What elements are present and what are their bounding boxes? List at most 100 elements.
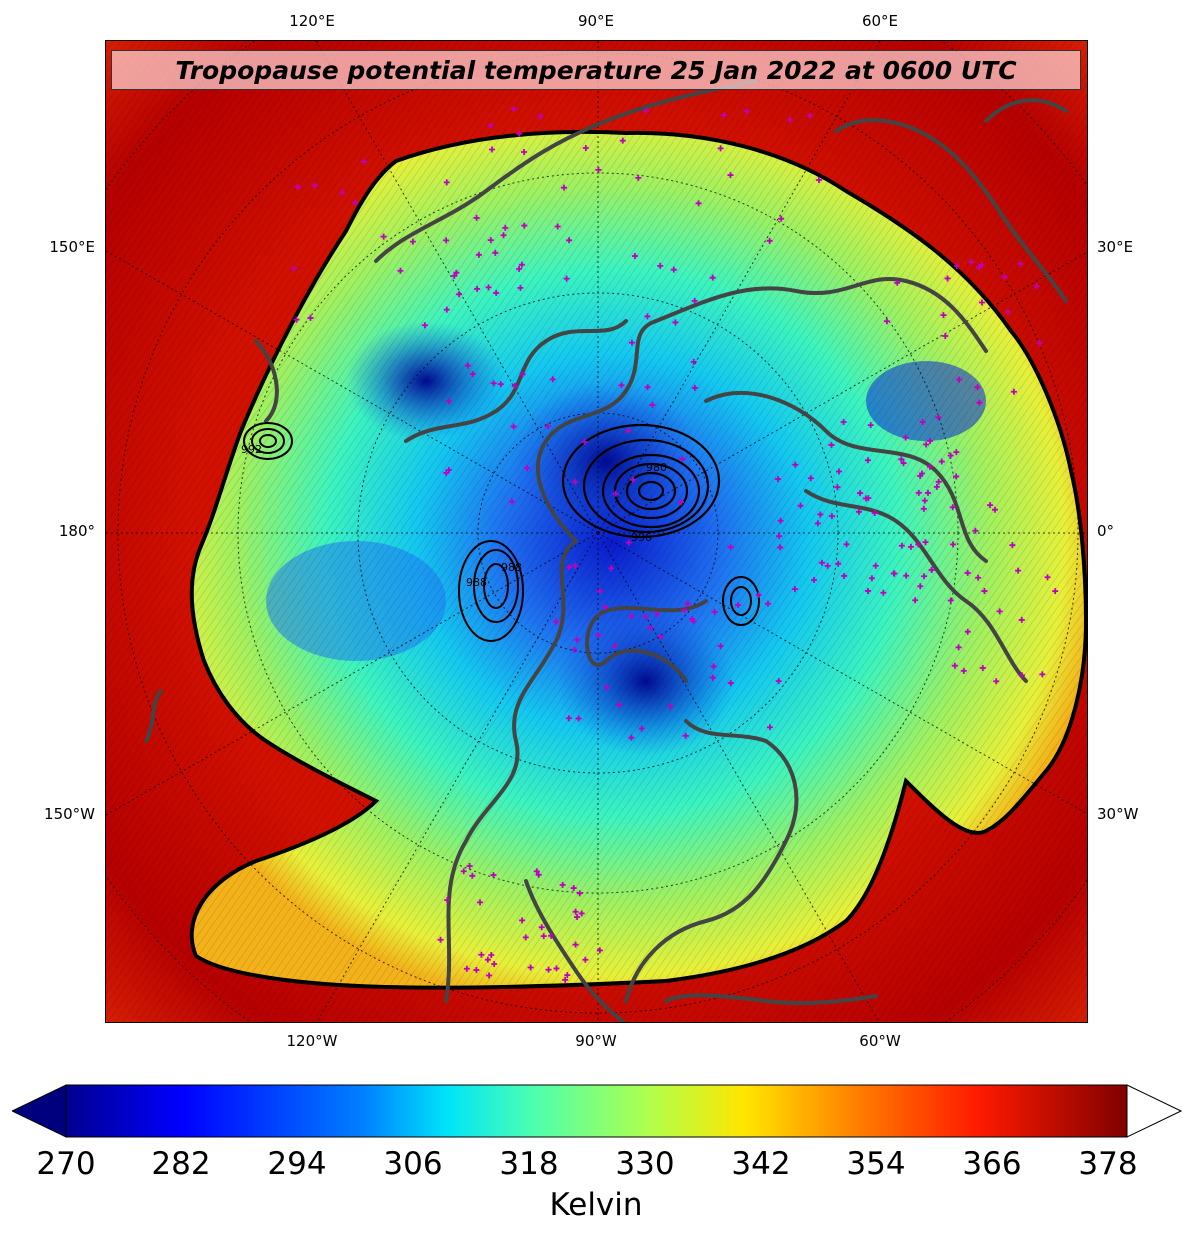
station-marker (553, 965, 560, 972)
station-marker (670, 266, 677, 273)
colorbar-tick-label: 378 (1078, 1146, 1138, 1182)
contour-label: 988 (466, 576, 487, 589)
station-marker (487, 237, 494, 244)
station-marker (922, 539, 929, 546)
station-marker (619, 137, 626, 144)
station-marker (709, 274, 716, 281)
station-marker (953, 263, 960, 270)
station-marker (511, 382, 518, 389)
station-marker (817, 511, 824, 518)
station-marker (519, 371, 526, 378)
station-marker (654, 611, 661, 618)
station-marker (535, 871, 542, 878)
station-marker (451, 272, 458, 279)
station-marker (898, 542, 905, 549)
station-marker (475, 251, 482, 258)
colorbar-extend-low (10, 1084, 67, 1138)
station-marker (824, 562, 831, 569)
station-marker (533, 868, 540, 875)
station-marker (907, 543, 914, 550)
station-marker (548, 932, 555, 939)
station-marker (900, 460, 907, 467)
tick-left-150e: 150°E (49, 238, 95, 256)
station-marker (1010, 388, 1017, 395)
station-marker (867, 422, 874, 429)
tick-left-180: 180° (58, 522, 95, 540)
station-marker (643, 107, 650, 114)
station-marker (570, 885, 577, 892)
station-marker (743, 108, 750, 115)
station-marker (953, 473, 960, 480)
station-marker (950, 541, 957, 548)
cyclone-contours-4 (722, 576, 760, 626)
station-marker (774, 476, 781, 483)
station-marker (806, 112, 813, 119)
station-marker (628, 734, 635, 741)
station-marker (807, 475, 814, 482)
station-marker (421, 322, 428, 329)
station-marker (644, 313, 651, 320)
station-marker (572, 562, 579, 569)
colorbar-tick-label: 270 (36, 1146, 96, 1182)
station-marker (1017, 260, 1024, 267)
station-marker (566, 564, 573, 571)
station-marker (872, 562, 879, 569)
station-marker (509, 498, 516, 505)
map-canvas: 992 996 980 988 988 (106, 41, 1087, 1022)
station-marker (777, 544, 784, 551)
station-marker (818, 559, 825, 566)
station-marker (883, 318, 890, 325)
station-marker (1033, 283, 1040, 290)
station-marker (717, 145, 724, 152)
station-marker (582, 956, 589, 963)
station-marker (488, 951, 495, 958)
station-marker (727, 544, 734, 551)
station-marker (311, 182, 318, 189)
station-marker (559, 881, 566, 888)
station-marker (940, 312, 947, 319)
station-marker (766, 724, 773, 731)
station-marker (720, 112, 727, 119)
station-marker (925, 489, 932, 496)
station-marker (935, 478, 942, 485)
station-marker (307, 314, 314, 321)
station-marker (576, 890, 583, 897)
station-marker (978, 262, 985, 269)
colorbar-extend-high (1126, 1084, 1183, 1138)
station-marker (682, 732, 689, 739)
station-marker (463, 965, 470, 972)
station-marker (630, 476, 637, 483)
colorbar-tick-label: 294 (267, 1146, 327, 1182)
station-marker (921, 573, 928, 580)
station-marker (521, 222, 528, 229)
station-marker (710, 663, 717, 670)
station-marker (574, 636, 581, 643)
coastlines (144, 79, 1068, 1022)
tick-top-60e: 60°E (861, 12, 899, 30)
station-marker (484, 956, 491, 963)
station-marker (919, 418, 926, 425)
station-marker (473, 214, 480, 221)
station-marker (1009, 542, 1016, 549)
station-marker (920, 505, 927, 512)
station-marker (993, 678, 1000, 685)
station-marker (942, 333, 949, 340)
station-marker (810, 576, 817, 583)
station-marker (766, 237, 773, 244)
station-marker (566, 237, 573, 244)
station-marker (835, 560, 842, 567)
station-marker (996, 608, 1003, 615)
station-marker (1044, 574, 1051, 581)
station-marker (618, 382, 625, 389)
station-marker (933, 483, 940, 490)
station-marker (581, 438, 588, 445)
station-marker (923, 441, 930, 448)
station-marker (540, 933, 547, 940)
station-markers (290, 106, 1059, 983)
station-marker (775, 678, 782, 685)
station-marker (1018, 672, 1025, 679)
station-marker (1018, 616, 1025, 623)
station-marker (865, 587, 872, 594)
map-panel[interactable]: 992 996 980 988 988 (105, 40, 1088, 1023)
station-marker (549, 376, 556, 383)
